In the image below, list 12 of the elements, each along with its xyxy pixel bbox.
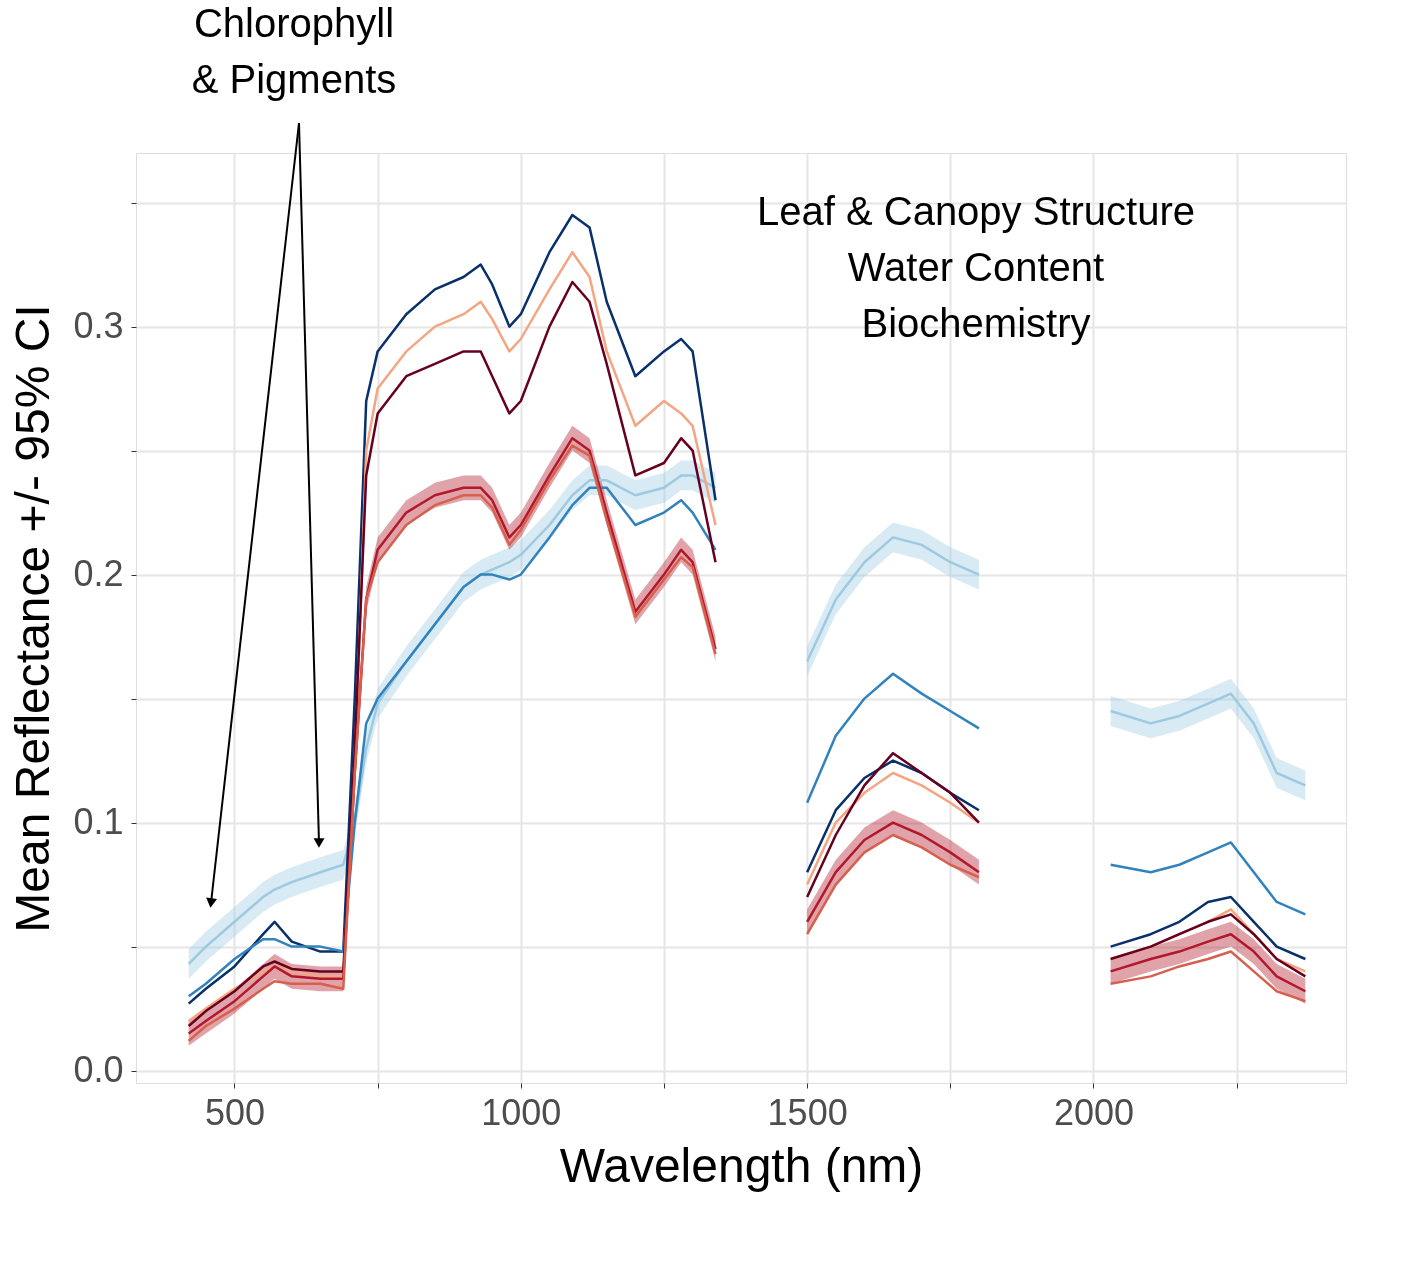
annotation: Leaf & Canopy Structure Water Content Biochemistry xyxy=(756,189,1196,345)
x-tick-label: 2000 xyxy=(1053,1091,1135,1133)
y-tick-label: 0.0 xyxy=(73,1049,124,1091)
y-tick-label: 0.3 xyxy=(73,305,124,347)
y-axis-title: Mean Reflectance +/- 95% CI xyxy=(6,304,60,933)
x-axis-title: Wavelength (nm) xyxy=(559,1138,924,1192)
x-tick-label: 500 xyxy=(204,1091,266,1133)
text: Chlorophyll & Pigments xyxy=(191,1,397,101)
x-tick-label: 1500 xyxy=(767,1091,848,1133)
x-tick-label: 1000 xyxy=(481,1091,562,1133)
y-tick-label: 0.2 xyxy=(73,553,124,595)
y-tick-label: 0.1 xyxy=(73,801,124,843)
